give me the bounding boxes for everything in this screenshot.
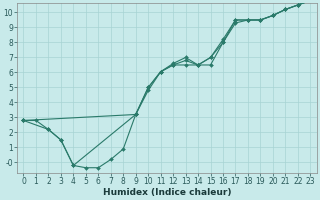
X-axis label: Humidex (Indice chaleur): Humidex (Indice chaleur) [103, 188, 231, 197]
